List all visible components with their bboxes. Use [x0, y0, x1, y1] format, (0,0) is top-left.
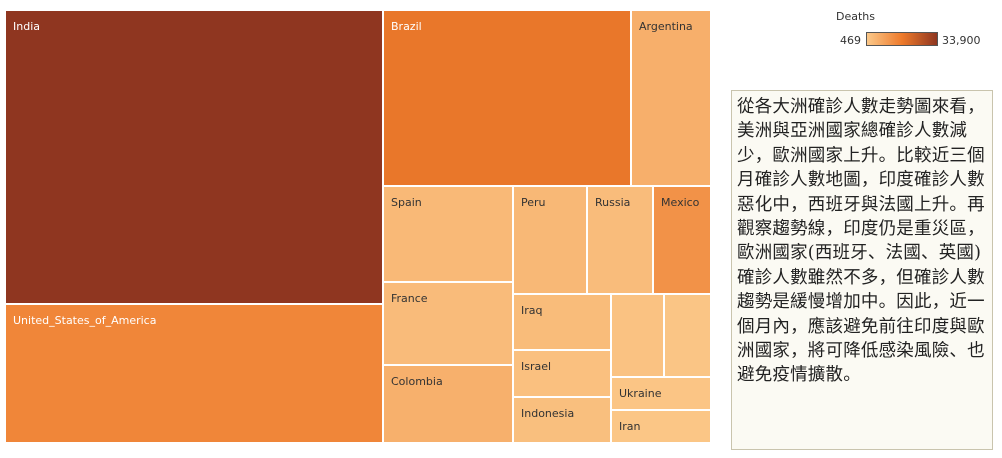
treemap-cell-label: Russia	[595, 196, 631, 209]
color-legend: Deaths 469 33,900	[836, 10, 996, 50]
commentary-text-box: 從各大洲確診人數走勢圖來看，美洲與亞洲國家總確診人數減少，歐洲國家上升。比較近三…	[731, 90, 993, 450]
treemap-cell-label: Israel	[521, 360, 552, 373]
legend-title: Deaths	[836, 10, 875, 23]
treemap-cell-united-states-of-america[interactable]: United_States_of_America	[5, 304, 383, 443]
treemap-cell-iraq[interactable]: Iraq	[513, 294, 611, 350]
treemap-cell-argentina[interactable]: Argentina	[631, 10, 711, 186]
treemap-cell-unlabeled-a[interactable]	[611, 294, 664, 377]
treemap-cell-france[interactable]: France	[383, 282, 513, 365]
treemap-cell-colombia[interactable]: Colombia	[383, 365, 513, 443]
treemap-cell-mexico[interactable]: Mexico	[653, 186, 711, 294]
treemap-cell-label: Argentina	[639, 20, 693, 33]
treemap-cell-spain[interactable]: Spain	[383, 186, 513, 282]
treemap-cell-label: India	[13, 20, 40, 33]
treemap-cell-label: Mexico	[661, 196, 700, 209]
treemap-cell-iran[interactable]: Iran	[611, 410, 711, 443]
treemap-chart: India United_States_of_America Brazil Argen…	[5, 10, 711, 443]
treemap-cell-indonesia[interactable]: Indonesia	[513, 397, 611, 443]
treemap-cell-label: United_States_of_America	[13, 314, 157, 327]
treemap-cell-peru[interactable]: Peru	[513, 186, 587, 294]
treemap-cell-label: Peru	[521, 196, 546, 209]
treemap-cell-label: Indonesia	[521, 407, 575, 420]
treemap-cell-israel[interactable]: Israel	[513, 350, 611, 397]
treemap-cell-label: France	[391, 292, 428, 305]
treemap-cell-india[interactable]: India	[5, 10, 383, 304]
treemap-cell-label: Colombia	[391, 375, 443, 388]
treemap-cell-label: Iran	[619, 420, 641, 433]
treemap-cell-label: Brazil	[391, 20, 422, 33]
treemap-cell-label: Spain	[391, 196, 422, 209]
treemap-cell-brazil[interactable]: Brazil	[383, 10, 631, 186]
treemap-cell-ukraine[interactable]: Ukraine	[611, 377, 711, 410]
treemap-cell-unlabeled-b[interactable]	[664, 294, 711, 377]
legend-min-label: 469	[840, 34, 861, 47]
treemap-cell-label: Iraq	[521, 304, 543, 317]
commentary-text: 從各大洲確診人數走勢圖來看，美洲與亞洲國家總確診人數減少，歐洲國家上升。比較近三…	[737, 97, 985, 386]
treemap-cell-russia[interactable]: Russia	[587, 186, 653, 294]
legend-gradient-bar	[866, 32, 938, 46]
legend-max-label: 33,900	[942, 34, 981, 47]
treemap-cell-label: Ukraine	[619, 387, 662, 400]
